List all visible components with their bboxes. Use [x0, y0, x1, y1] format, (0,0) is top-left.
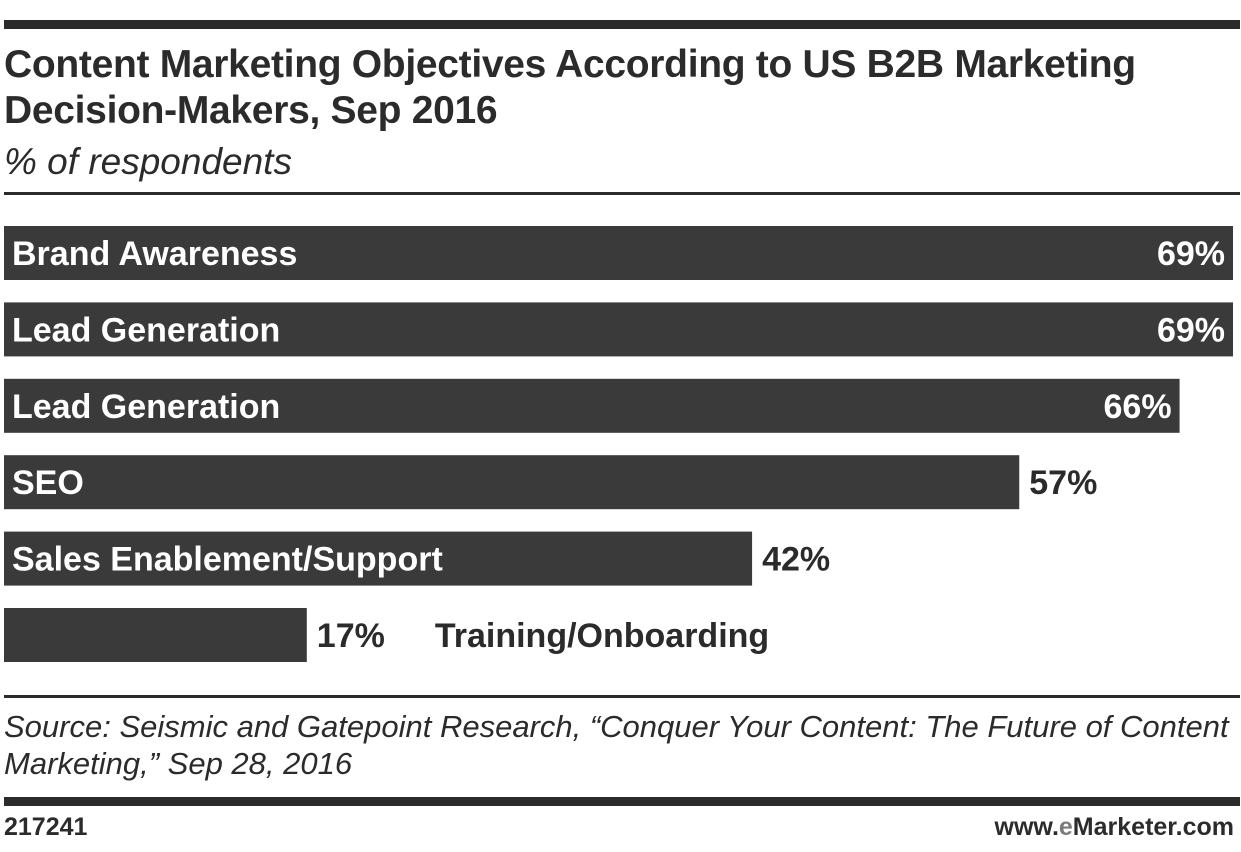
bar-chart: Brand Awareness 69% Lead Generation 69% Lead… [4, 226, 1233, 662]
category-label-lead-generation-1: Lead Generation [12, 311, 280, 349]
top-rule [4, 20, 1240, 29]
category-label-training-onboarding-5: Training/Onboarding [435, 617, 769, 655]
category-label-brand-awareness-0: Brand Awareness [12, 235, 297, 273]
category-label-sales-enablement-support-4: Sales Enablement/Support [12, 541, 443, 579]
value-label-sales-enablement-support-4: 42% [762, 541, 830, 579]
chart-title: Content Marketing Objectives According t… [4, 43, 1136, 132]
bar-seo-3 [4, 455, 1020, 510]
category-label-seo-3: SEO [12, 464, 84, 502]
value-label-lead-generation-2: 66% [1104, 388, 1172, 426]
site-url-prefix: www. [994, 813, 1059, 841]
bar-sales-enablement-support-4 [4, 531, 753, 586]
value-label-brand-awareness-0: 69% [1157, 235, 1225, 273]
value-label-seo-3: 57% [1029, 464, 1097, 502]
source-note: Source: Seismic and Gatepoint Research, … [4, 709, 1229, 781]
site-url-suffix: Marketer.com [1072, 813, 1234, 841]
bar-brand-awareness-0 [4, 226, 1233, 280]
chart-id: 217241 [4, 813, 88, 841]
source-divider-top [4, 695, 1240, 698]
chart-subtitle: % of respondents [4, 141, 292, 182]
bar-training-onboarding-5 [4, 608, 307, 662]
bar-lead-generation-1 [4, 302, 1233, 357]
site-url-accent: e [1058, 813, 1073, 841]
category-label-lead-generation-2: Lead Generation [12, 388, 280, 426]
bar-lead-generation-2 [4, 378, 1180, 433]
value-label-lead-generation-1: 69% [1157, 311, 1225, 349]
site-url: www.eMarketer.com [995, 812, 1234, 842]
value-label-training-onboarding-5: 17% [317, 617, 385, 655]
header-divider [4, 192, 1240, 195]
footer-rule [4, 797, 1240, 806]
